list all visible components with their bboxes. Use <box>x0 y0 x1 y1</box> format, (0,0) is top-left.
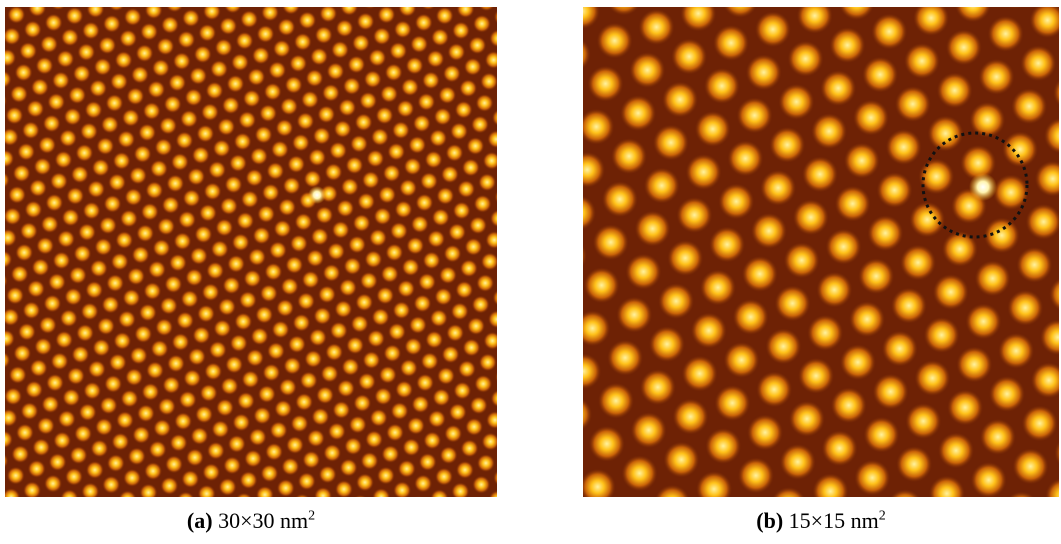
caption-b: (b) 15×15 nm2 <box>571 508 1061 534</box>
stm-images <box>0 0 1061 500</box>
image-b <box>583 7 1059 497</box>
figure: (a) 30×30 nm2 (b) 15×15 nm2 <box>0 0 1061 544</box>
caption-text: 2 <box>308 509 315 524</box>
caption-text: 2 <box>879 509 886 524</box>
caption-a: (a) 30×30 nm2 <box>1 508 501 534</box>
caption-text: (a) <box>187 508 213 533</box>
image-a <box>5 7 497 497</box>
caption-text: (b) <box>756 508 783 533</box>
caption-text: 30×30 nm <box>218 508 308 533</box>
caption-text: 15×15 nm <box>789 508 879 533</box>
